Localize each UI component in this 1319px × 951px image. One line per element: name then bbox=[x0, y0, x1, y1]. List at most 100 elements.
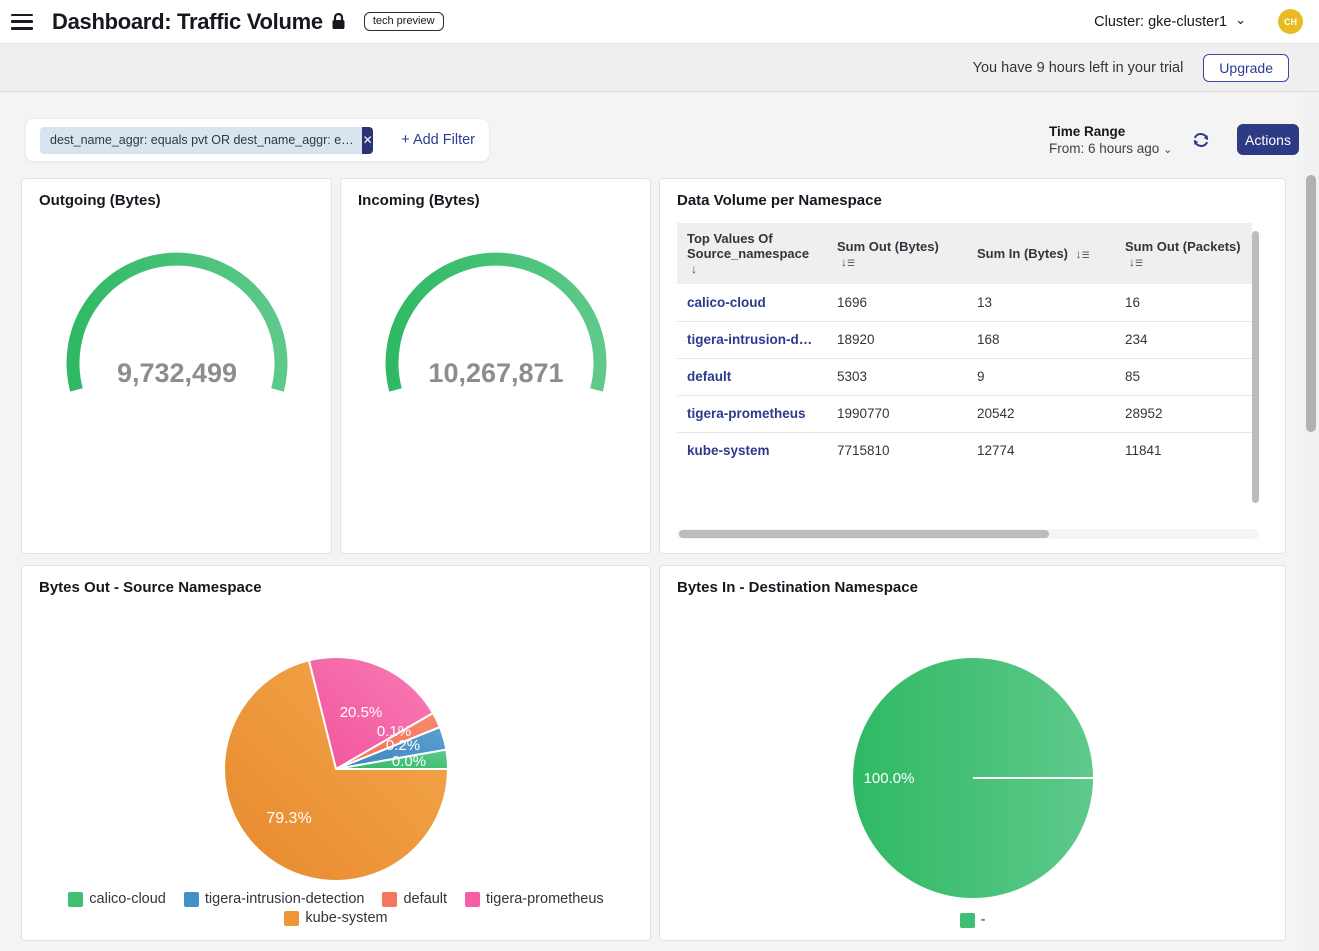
cell-sum-in-bytes: 20542 bbox=[967, 394, 1115, 432]
panel-title: Bytes Out - Source Namespace bbox=[39, 579, 262, 596]
panel-outgoing-bytes: Outgoing (Bytes) 9,732,499 bbox=[21, 178, 332, 554]
page-scrollbar-track bbox=[1303, 92, 1319, 951]
pie-pct-label: 20.5% bbox=[340, 704, 383, 721]
namespace-link[interactable]: kube-system bbox=[687, 443, 770, 459]
sort-icon: ↓☰ bbox=[1075, 247, 1090, 261]
cell-sum-out-packets: 28952 bbox=[1115, 394, 1252, 432]
actions-button[interactable]: Actions bbox=[1237, 124, 1299, 155]
panel-title: Bytes In - Destination Namespace bbox=[677, 579, 918, 596]
cell-sum-out-bytes: 1990770 bbox=[827, 394, 967, 432]
data-table: Top Values Of Source_namespace ↓ Sum Out… bbox=[677, 223, 1259, 529]
pie-pct-label: 0.0% bbox=[392, 753, 426, 770]
panel-bytes-out-pie: Bytes Out - Source Namespace bbox=[21, 565, 651, 941]
lock-icon bbox=[331, 13, 346, 30]
outgoing-gauge: 9,732,499 bbox=[66, 252, 287, 392]
gauge-value: 10,267,871 bbox=[428, 358, 563, 388]
namespace-link[interactable]: calico-cloud bbox=[687, 294, 766, 310]
avatar[interactable]: CH bbox=[1278, 9, 1303, 34]
legend-swatch bbox=[183, 891, 199, 907]
legend-swatch bbox=[284, 910, 300, 926]
cluster-selector[interactable]: Cluster: gke-cluster1 ⌄ bbox=[1094, 11, 1246, 30]
cell-sum-out-packets: 16 bbox=[1125, 294, 1141, 310]
cell-sum-out-bytes: 1696 bbox=[837, 294, 868, 310]
bytes-in-legend: - bbox=[660, 912, 1285, 928]
pie-pct-label: 100.0% bbox=[863, 770, 914, 787]
panel-data-volume-table: Data Volume per Namespace Top Values Of … bbox=[659, 178, 1286, 554]
legend-swatch bbox=[465, 891, 481, 907]
cell-sum-out-packets: 11841 bbox=[1115, 431, 1252, 469]
bytes-out-pie-chart: 20.5% 0.1% 0.2% 0.0% 79.3% bbox=[223, 656, 450, 883]
top-header: Dashboard: Traffic Volume tech preview C… bbox=[0, 0, 1319, 44]
cell-sum-in-bytes: 13 bbox=[977, 294, 993, 310]
gauge-value: 9,732,499 bbox=[116, 358, 236, 388]
panel-incoming-bytes: Incoming (Bytes) 10,267,871 bbox=[340, 178, 651, 554]
legend-item[interactable]: tigera-prometheus bbox=[465, 891, 604, 907]
legend-item[interactable]: tigera-intrusion-detection bbox=[183, 891, 364, 907]
tech-preview-badge: tech preview bbox=[363, 12, 444, 31]
legend-item[interactable]: kube-system bbox=[284, 910, 388, 926]
table-row: tigera-prometheus 1990770 20542 28952 bbox=[677, 394, 1252, 432]
page-scrollbar[interactable] bbox=[1306, 175, 1316, 432]
cell-sum-out-bytes: 7715810 bbox=[827, 431, 967, 469]
legend-swatch bbox=[68, 891, 84, 907]
sort-icon: ↓☰ bbox=[841, 254, 856, 269]
table-row: calico-cloud 1696 13 16 bbox=[677, 284, 1252, 321]
table-row: tigera-intrusion-d… 18920 168 234 bbox=[677, 320, 1252, 358]
legend-item[interactable]: calico-cloud bbox=[68, 891, 166, 907]
legend-item[interactable]: default bbox=[382, 891, 447, 907]
col-header-source-namespace[interactable]: Top Values Of Source_namespace ↓ bbox=[677, 223, 827, 284]
col-header-sum-out-packets[interactable]: Sum Out (Packets) ↓☰ bbox=[1115, 223, 1252, 284]
pie-slice-tigera-prometheus[interactable] bbox=[307, 656, 434, 770]
cell-sum-out-bytes: 18920 bbox=[827, 320, 967, 358]
cell-sum-in-bytes: 9 bbox=[967, 357, 1115, 395]
table-vertical-scrollbar[interactable] bbox=[1252, 231, 1259, 503]
remove-filter-icon[interactable]: ✕ bbox=[362, 126, 374, 154]
cell-sum-out-bytes: 5303 bbox=[827, 357, 967, 395]
incoming-gauge: 10,267,871 bbox=[385, 252, 606, 392]
legend-swatch bbox=[959, 912, 975, 928]
filter-bar: dest_name_aggr: equals pvt OR dest_name_… bbox=[25, 118, 490, 162]
filter-chip[interactable]: dest_name_aggr: equals pvt OR dest_name_… bbox=[40, 126, 374, 154]
bytes-in-pie-chart: 100.0% bbox=[852, 658, 1093, 898]
refresh-icon[interactable] bbox=[1191, 130, 1211, 150]
upgrade-button[interactable]: Upgrade bbox=[1203, 53, 1289, 82]
cell-sum-in-bytes: 168 bbox=[967, 320, 1115, 358]
panel-title: Incoming (Bytes) bbox=[358, 192, 480, 209]
legend-item[interactable]: - bbox=[959, 912, 985, 928]
col-header-sum-in-bytes[interactable]: Sum In (Bytes) ↓☰ bbox=[967, 223, 1115, 284]
chevron-down-icon: ⌄ bbox=[1163, 144, 1173, 156]
time-range-label: Time Range bbox=[1049, 124, 1126, 139]
table-row: default 5303 9 85 bbox=[677, 357, 1252, 395]
namespace-link[interactable]: default bbox=[687, 369, 732, 384]
table-row: kube-system 7715810 12774 11841 bbox=[677, 431, 1252, 469]
add-filter-button[interactable]: + Add Filter bbox=[401, 132, 475, 148]
chevron-down-icon: ⌄ bbox=[1235, 11, 1246, 27]
menu-icon[interactable] bbox=[11, 13, 33, 30]
bytes-out-legend: calico-cloud tigera-intrusion-detection … bbox=[22, 891, 650, 926]
page-title: Dashboard: Traffic Volume bbox=[52, 8, 323, 34]
time-range: Time Range From: 6 hours ago ⌄ bbox=[1049, 124, 1172, 156]
table-horizontal-scrollbar-track bbox=[677, 529, 1259, 539]
table-horizontal-scrollbar[interactable] bbox=[679, 530, 1049, 538]
panel-title: Data Volume per Namespace bbox=[677, 192, 882, 209]
sort-icon: ↓☰ bbox=[1129, 254, 1144, 269]
panel-bytes-in-pie: Bytes In - Destination Namespace 100.0% … bbox=[659, 565, 1286, 941]
cell-sum-out-packets: 234 bbox=[1115, 320, 1252, 358]
cell-sum-out-packets: 85 bbox=[1115, 357, 1252, 395]
pie-pct-label: 0.2% bbox=[386, 737, 420, 754]
legend-swatch bbox=[382, 891, 398, 907]
pie-pct-label: 79.3% bbox=[266, 810, 311, 827]
pie-pct-label: 0.1% bbox=[377, 723, 411, 740]
namespace-link[interactable]: tigera-prometheus bbox=[687, 406, 806, 421]
trial-banner: You have 9 hours left in your trial Upgr… bbox=[0, 44, 1319, 92]
pie-slice-kube-system[interactable] bbox=[223, 659, 449, 883]
cluster-label: Cluster: gke-cluster1 bbox=[1094, 13, 1228, 30]
panel-title: Outgoing (Bytes) bbox=[39, 192, 161, 209]
cell-sum-in-bytes: 12774 bbox=[967, 431, 1115, 469]
time-range-value[interactable]: From: 6 hours ago ⌄ bbox=[1049, 141, 1173, 156]
namespace-link[interactable]: tigera-intrusion-d… bbox=[687, 332, 813, 347]
col-header-sum-out-bytes[interactable]: Sum Out (Bytes) ↓☰ bbox=[827, 223, 967, 284]
filter-chip-label: dest_name_aggr: equals pvt OR dest_name_… bbox=[40, 126, 362, 154]
trial-message: You have 9 hours left in your trial bbox=[972, 59, 1184, 76]
